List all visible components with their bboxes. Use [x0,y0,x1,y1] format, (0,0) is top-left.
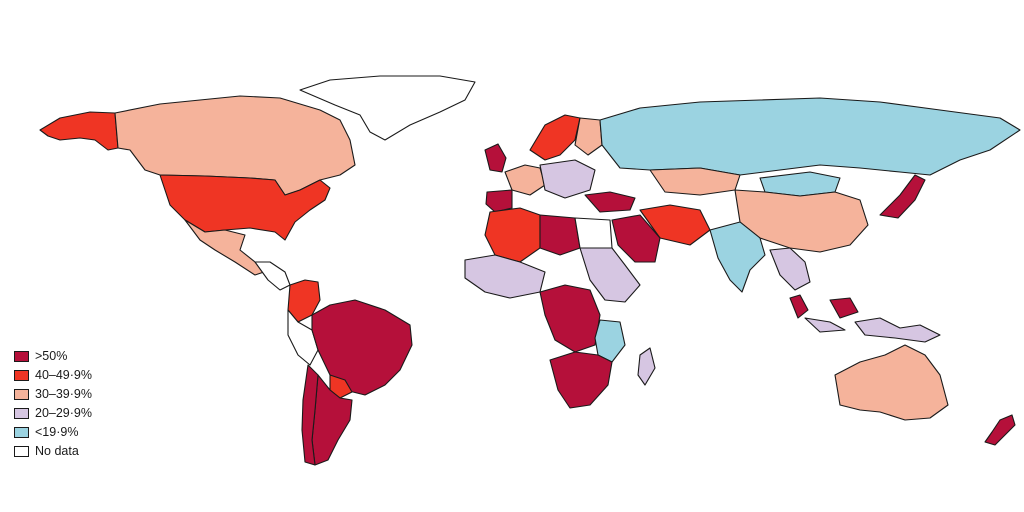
region-scandinavia [529,114,581,161]
region-madagascar [637,347,656,386]
legend-item: 30–39·9% [14,385,92,404]
legend-item: 20–29·9% [14,404,92,423]
region-iberia [485,189,513,213]
legend-swatch [14,389,29,400]
legend-label: 20–29·9% [35,406,92,421]
region-turkey [584,191,636,213]
region-malaysia [789,294,859,319]
legend-swatch [14,446,29,457]
region-central-africa [539,284,601,353]
legend-item: <19·9% [14,423,92,442]
region-central-america [254,261,291,291]
legend-swatch [14,351,29,362]
region-new-zealand [984,414,1016,446]
region-indonesia [804,317,941,343]
legend-label: <19·9% [35,425,79,440]
legend-label: >50% [35,349,68,364]
map-legend: >50% 40–49·9% 30–39·9% 20–29·9% <19·9% N… [14,347,92,461]
region-algeria [484,207,541,263]
region-australia [834,344,949,421]
region-india [709,221,766,293]
region-uk [484,143,507,173]
region-paraguay [329,374,353,399]
legend-label: No data [35,444,79,459]
region-russia [599,97,1021,176]
legend-swatch [14,408,29,419]
region-chile [301,364,319,466]
legend-item: No data [14,442,92,461]
legend-swatch [14,370,29,381]
region-japan [879,174,926,219]
region-southern-africa [549,351,613,409]
region-greenland [299,75,476,141]
region-west-africa [464,254,546,299]
legend-label: 40–49·9% [35,368,92,383]
region-saudi-arabia [611,214,661,263]
legend-item: >50% [14,347,92,366]
region-alaska [39,111,119,151]
legend-label: 30–39·9% [35,387,92,402]
region-peru [287,309,319,366]
region-finland [574,117,603,156]
region-egypt [574,217,613,249]
legend-swatch [14,427,29,438]
region-brazil [311,299,413,396]
region-libya [539,214,581,256]
region-central-europe [539,159,596,199]
legend-item: 40–49·9% [14,366,92,385]
region-east-africa [579,247,641,303]
region-southeast-asia [769,247,811,291]
